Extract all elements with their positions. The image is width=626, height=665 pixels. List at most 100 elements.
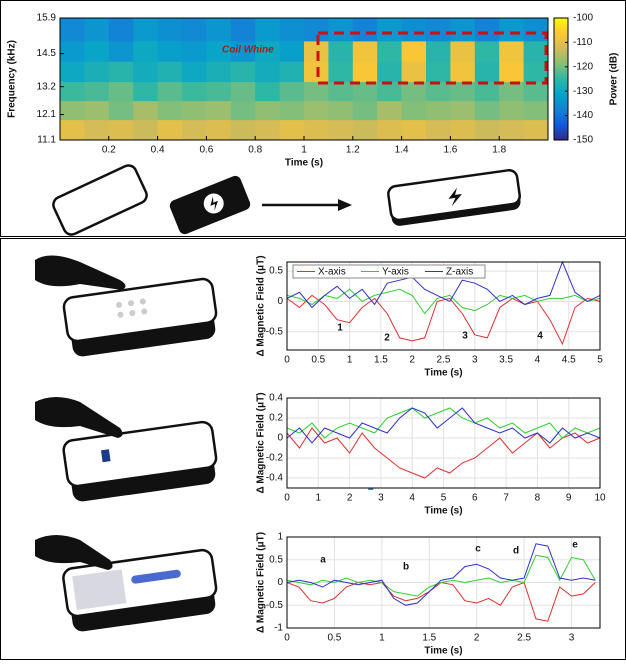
heatmap-cell <box>157 119 183 141</box>
plot-frame <box>286 261 601 351</box>
colorbar-swatch <box>554 95 568 98</box>
heatmap-cell <box>230 18 256 42</box>
colorbar-swatch <box>554 64 568 68</box>
x-tick-label: 5 <box>597 355 603 366</box>
heatmap-cell <box>304 81 329 102</box>
colorbar-swatch <box>554 129 568 133</box>
y-tick-label: 14.5 <box>37 48 57 59</box>
x-tick-label: 0 <box>284 355 290 366</box>
annotation: d <box>513 546 519 557</box>
heatmap-cell <box>279 119 305 141</box>
heatmap-cell <box>401 119 427 141</box>
colorbar-swatch <box>554 56 568 60</box>
colorbar-swatch <box>554 18 568 21</box>
x-tick-label: 0.8 <box>248 145 262 156</box>
arrow <box>262 199 352 211</box>
data-line <box>286 427 601 479</box>
colorbar-tick-label: -120 <box>573 61 593 72</box>
x-tick-label: 1.5 <box>422 633 436 644</box>
heatmap-cell <box>60 40 85 62</box>
heatmap-cell <box>84 18 110 42</box>
heatmap-cell <box>328 18 354 42</box>
heatmap-cell <box>108 119 134 141</box>
heatmap-cell <box>60 81 85 102</box>
colorbar-swatch <box>554 42 568 45</box>
heatmap-cell <box>328 40 354 62</box>
heatmap-cell <box>450 61 476 83</box>
x-tick-label: 8 <box>535 493 541 504</box>
heatmap-cell <box>304 100 329 121</box>
x-axis-label: Time (s) <box>285 158 323 169</box>
colorbar-swatch <box>554 30 568 33</box>
x-tick-label: 0.5 <box>311 355 325 366</box>
heatmap-cell <box>133 40 159 62</box>
x-tick-label: 1 <box>347 355 353 366</box>
x-axis-label: Time (s) <box>424 368 462 379</box>
colorbar-swatch <box>554 68 568 72</box>
colorbar-swatch <box>554 117 568 121</box>
y-axis-label: Δ Magnetic Field (μT) <box>256 532 267 633</box>
heatmap-cell <box>474 18 500 42</box>
heatmap-cell <box>304 119 329 141</box>
x-tick-label: 1 <box>301 145 307 156</box>
heatmap-cell <box>255 61 281 83</box>
data-line <box>286 260 601 309</box>
annotation: b <box>403 562 409 573</box>
colorbar-swatch <box>554 62 568 66</box>
heatmap-cell <box>352 61 378 83</box>
heatmap-cell <box>328 119 354 141</box>
heatmap-cell <box>182 61 207 83</box>
colorbar-swatch <box>554 85 568 88</box>
heatmap-cell <box>182 81 207 102</box>
colorbar-swatch <box>554 99 568 102</box>
annotation: 1 <box>337 323 343 334</box>
colorbar-swatch <box>554 111 568 115</box>
heatmap-cell <box>328 61 354 83</box>
colorbar-swatch <box>554 79 568 82</box>
colorbar-swatch <box>554 93 568 96</box>
x-tick-label: 9 <box>566 493 572 504</box>
y-tick-label: -1 <box>274 623 283 634</box>
heatmap-cell <box>230 61 256 83</box>
heatmap-cell <box>230 81 256 102</box>
colorbar-swatch <box>554 24 568 27</box>
heatmap-cell <box>450 81 476 102</box>
annotation: e <box>572 540 578 551</box>
heatmap-cell <box>255 18 281 42</box>
heatmap-cell <box>157 100 183 121</box>
heatmap-cell <box>182 100 207 121</box>
heatmap-cell <box>60 61 85 83</box>
data-line <box>286 294 601 346</box>
phone-idle <box>52 164 148 236</box>
colorbar-swatch <box>554 97 568 100</box>
y-tick-label: 1 <box>277 532 283 543</box>
phone-paypal <box>62 420 218 502</box>
heatmap-cell <box>426 18 451 42</box>
colorbar-swatch <box>554 87 568 90</box>
heatmap-cell <box>255 119 281 141</box>
heatmap-cell <box>377 18 403 42</box>
y-tick-label: -0.4 <box>266 473 284 484</box>
y-axis-label: Δ Magnetic Field (μT) <box>256 392 267 493</box>
heatmap-cell <box>60 18 85 42</box>
colorbar-label: Power (dB) <box>609 53 620 106</box>
heatmap-cell <box>108 40 134 62</box>
heatmap-cell <box>352 119 378 141</box>
heatmap-cell <box>133 81 159 102</box>
heatmap-cell <box>279 81 305 102</box>
heatmap-cell <box>206 119 232 141</box>
heatmap-cell <box>450 100 476 121</box>
x-tick-label: 2 <box>409 355 415 366</box>
colorbar-swatch <box>554 101 568 104</box>
data-line <box>286 288 601 315</box>
colorbar-swatch <box>554 32 568 35</box>
data-line <box>286 407 601 444</box>
colorbar-swatch <box>554 137 568 141</box>
y-tick-label: 15.9 <box>37 13 57 24</box>
legend-label: Y-axis <box>382 267 409 278</box>
x-axis-label: Time (s) <box>424 646 462 657</box>
heatmap-cell <box>474 61 500 83</box>
heatmap-cell <box>84 119 110 141</box>
heatmap-cell <box>279 18 305 42</box>
x-tick-label: 7 <box>503 493 509 504</box>
